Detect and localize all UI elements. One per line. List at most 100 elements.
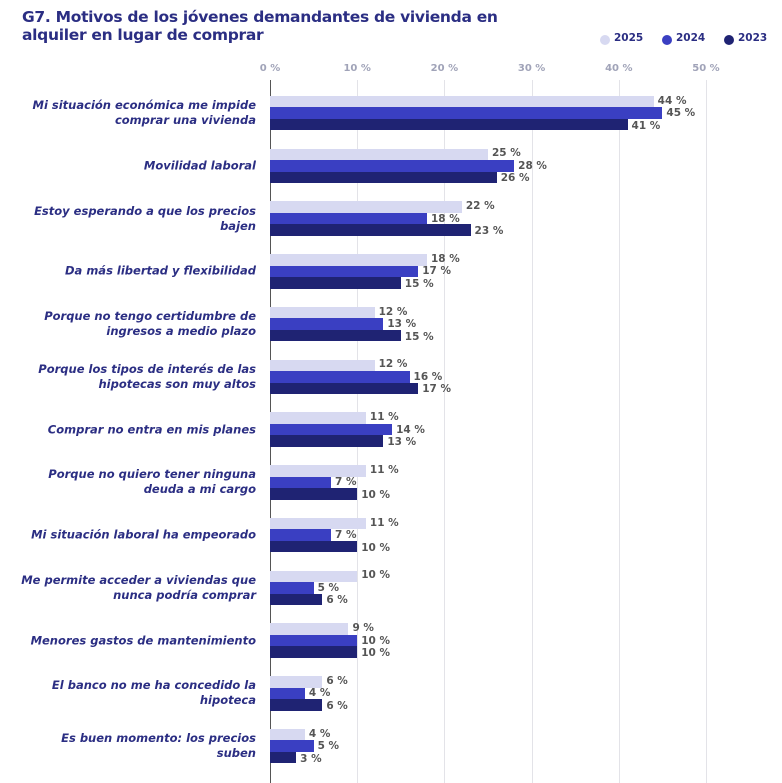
value-label: 12 %	[378, 358, 408, 371]
grid-line	[618, 80, 620, 783]
bar	[270, 201, 462, 213]
value-label: 5 %	[317, 740, 340, 752]
bar	[270, 254, 427, 266]
category-label: Mi situación económica me impide comprar…	[32, 98, 257, 127]
value-label: 14 %	[396, 423, 425, 436]
bar	[270, 751, 297, 764]
value-label: 15 %	[404, 277, 434, 290]
category-label: Me permite acceder a viviendas que nunca…	[21, 572, 256, 602]
legend-marker	[724, 35, 734, 45]
value-label: 6 %	[326, 699, 348, 712]
category-label: El banco no me ha concedido la hipoteca	[51, 678, 256, 708]
value-label: 12 %	[378, 305, 408, 318]
bar	[270, 382, 419, 394]
bar	[270, 593, 323, 605]
value-label: 3 %	[300, 752, 322, 765]
value-label: 23 %	[474, 225, 504, 237]
x-tick-label: 10 %	[343, 63, 371, 74]
category-label: Es buen momento: los precios suben	[61, 731, 256, 760]
bar	[270, 107, 663, 119]
category-label: Comprar no entra en mis planes	[47, 422, 256, 436]
grid-line	[531, 80, 533, 783]
bar	[270, 277, 401, 289]
legend-marker	[600, 35, 610, 45]
value-label: 6 %	[326, 674, 348, 687]
value-label: 9 %	[352, 622, 374, 634]
bar	[270, 95, 654, 108]
bar	[270, 476, 332, 488]
value-label: 25 %	[492, 147, 521, 160]
value-label: 13 %	[387, 318, 417, 330]
bar	[270, 224, 471, 236]
category-label: Menores gastos de mantenimiento	[30, 633, 256, 647]
bar	[270, 118, 628, 131]
x-tick-label: 0 %	[259, 63, 281, 74]
bar	[270, 517, 366, 530]
category-label: Mi situación laboral ha empeorado	[31, 527, 256, 542]
category-label: Estoy esperando a que los precios bajen	[34, 203, 256, 233]
value-label: 22 %	[465, 200, 495, 212]
value-label: 17 %	[422, 265, 452, 278]
grid-line	[444, 80, 446, 783]
value-label: 15 %	[404, 330, 434, 343]
grid-line	[706, 80, 707, 783]
bar	[270, 329, 401, 342]
bar	[270, 728, 305, 741]
value-label: 41 %	[631, 119, 661, 132]
value-label: 26 %	[500, 172, 530, 185]
bar	[270, 582, 314, 594]
value-label: 4 %	[308, 687, 331, 700]
bar	[270, 623, 349, 635]
category-label: Porque los tipos de interés de las hipot…	[38, 361, 256, 391]
legend-label: 2023	[738, 32, 768, 44]
bar	[270, 687, 305, 699]
value-label: 18 %	[430, 252, 460, 265]
bar	[270, 634, 358, 647]
bar	[270, 359, 375, 371]
x-tick-label: 30 %	[517, 63, 546, 74]
bar	[270, 306, 375, 319]
bar	[270, 676, 323, 688]
bar	[270, 435, 384, 447]
value-label: 10 %	[361, 647, 390, 659]
value-label: 18 %	[430, 212, 460, 225]
value-label: 16 %	[413, 370, 443, 383]
bar	[270, 570, 358, 582]
bar	[270, 412, 366, 424]
value-label: 7 %	[335, 529, 357, 541]
category-label: Movilidad laboral	[143, 158, 256, 173]
value-label: 6 %	[326, 594, 348, 607]
category-label: Porque no tengo certidumbre de ingresos …	[44, 309, 256, 338]
value-label: 4 %	[308, 727, 331, 740]
bar	[270, 212, 427, 225]
bar	[270, 318, 384, 330]
legend-label: 2025	[614, 32, 644, 44]
value-label: 11 %	[369, 411, 399, 423]
value-label: 10 %	[361, 634, 390, 647]
bar	[270, 699, 323, 711]
bar	[270, 423, 393, 436]
bar	[270, 148, 488, 160]
bar	[270, 371, 410, 383]
value-label: 7 %	[335, 476, 357, 489]
bar	[270, 160, 515, 172]
value-label: 10 %	[361, 541, 390, 554]
value-label: 44 %	[657, 94, 687, 107]
value-label: 10 %	[361, 488, 390, 501]
chart-title: G7. Motivos de los jóvenes demandantes d…	[22, 8, 498, 44]
bar	[270, 740, 314, 752]
legend-marker	[662, 35, 672, 45]
x-tick-label: 40 %	[605, 63, 633, 74]
bar	[270, 465, 366, 477]
bar	[270, 171, 497, 183]
x-tick-label: 50 %	[692, 63, 720, 74]
bar	[270, 529, 332, 541]
value-label: 11 %	[369, 516, 399, 529]
category-label: Porque no quiero tener ninguna deuda a m…	[48, 467, 256, 497]
value-label: 28 %	[518, 159, 547, 172]
value-label: 45 %	[666, 107, 696, 119]
bar	[270, 488, 358, 500]
value-label: 17 %	[422, 383, 452, 396]
bar	[270, 265, 419, 277]
category-label: Da más libertad y flexibilidad	[65, 263, 256, 278]
